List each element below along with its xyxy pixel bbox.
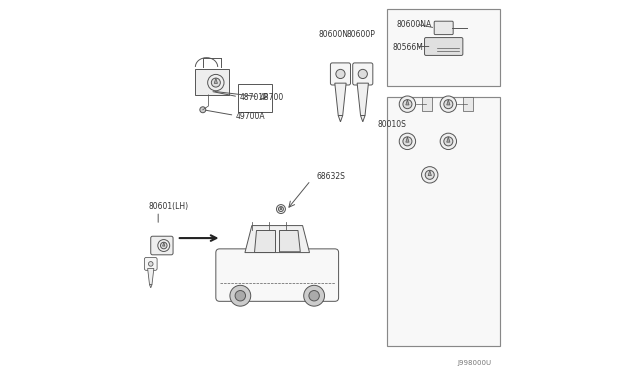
Bar: [238, 84, 271, 112]
Polygon shape: [447, 137, 450, 142]
Text: 80566M: 80566M: [392, 43, 424, 52]
Polygon shape: [428, 170, 431, 176]
FancyBboxPatch shape: [330, 63, 351, 85]
Polygon shape: [150, 285, 152, 288]
Circle shape: [399, 133, 415, 150]
Circle shape: [207, 74, 224, 91]
Polygon shape: [163, 242, 165, 246]
Text: 80600N: 80600N: [318, 30, 348, 39]
Circle shape: [440, 96, 456, 112]
Bar: [195, 69, 229, 95]
Circle shape: [278, 206, 284, 212]
Polygon shape: [254, 231, 275, 252]
Polygon shape: [280, 231, 300, 252]
Bar: [422, 97, 431, 111]
Circle shape: [440, 133, 456, 150]
Polygon shape: [447, 100, 450, 105]
Polygon shape: [357, 83, 369, 116]
Text: 80600P: 80600P: [346, 30, 375, 39]
Polygon shape: [214, 78, 218, 83]
Text: 49700A: 49700A: [236, 112, 265, 121]
Circle shape: [211, 78, 220, 87]
Polygon shape: [406, 100, 409, 105]
Bar: [463, 97, 472, 111]
FancyBboxPatch shape: [151, 236, 173, 255]
Text: 80601(LH): 80601(LH): [148, 202, 188, 211]
Polygon shape: [335, 83, 346, 116]
Circle shape: [235, 291, 246, 301]
Circle shape: [358, 69, 367, 78]
Circle shape: [444, 100, 453, 109]
Circle shape: [230, 285, 251, 306]
FancyBboxPatch shape: [434, 21, 453, 35]
Bar: [387, 9, 500, 86]
Circle shape: [304, 285, 324, 306]
Bar: [387, 97, 500, 346]
Text: 48700: 48700: [260, 93, 284, 102]
FancyBboxPatch shape: [424, 38, 463, 55]
FancyBboxPatch shape: [216, 249, 339, 301]
FancyBboxPatch shape: [145, 257, 157, 270]
Polygon shape: [360, 116, 365, 122]
Polygon shape: [148, 269, 154, 285]
Circle shape: [444, 137, 453, 146]
Circle shape: [425, 170, 435, 179]
Circle shape: [200, 107, 206, 113]
Polygon shape: [338, 116, 342, 122]
Circle shape: [336, 69, 345, 78]
Circle shape: [309, 291, 319, 301]
FancyBboxPatch shape: [353, 63, 373, 85]
Circle shape: [276, 205, 285, 214]
Text: J998000U: J998000U: [457, 360, 491, 366]
Circle shape: [148, 262, 153, 266]
Polygon shape: [280, 206, 282, 209]
Text: 80600NA: 80600NA: [396, 20, 431, 29]
Circle shape: [403, 100, 412, 109]
Text: 80010S: 80010S: [378, 120, 406, 129]
Polygon shape: [245, 225, 310, 253]
Circle shape: [161, 242, 167, 249]
Text: 48701P: 48701P: [239, 93, 268, 102]
Circle shape: [403, 137, 412, 146]
Circle shape: [158, 240, 170, 251]
Polygon shape: [406, 137, 409, 142]
Text: 68632S: 68632S: [316, 172, 345, 181]
Circle shape: [399, 96, 415, 112]
Circle shape: [422, 167, 438, 183]
